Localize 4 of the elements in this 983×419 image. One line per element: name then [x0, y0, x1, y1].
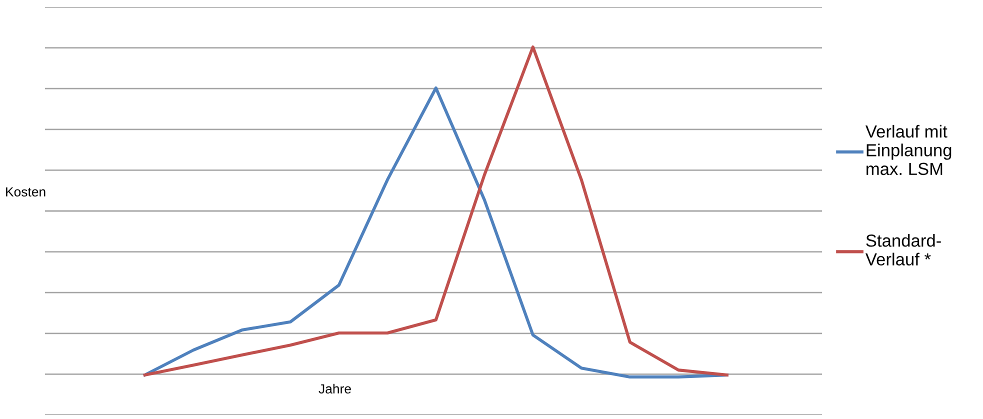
legend-label: Verlauf mit Einplanung max. LSM: [865, 124, 952, 176]
legend-label: Standard- Verlauf *: [865, 234, 941, 266]
text: Kosten: [6, 187, 46, 197]
x-axis-title: Jahre: [318, 384, 351, 394]
